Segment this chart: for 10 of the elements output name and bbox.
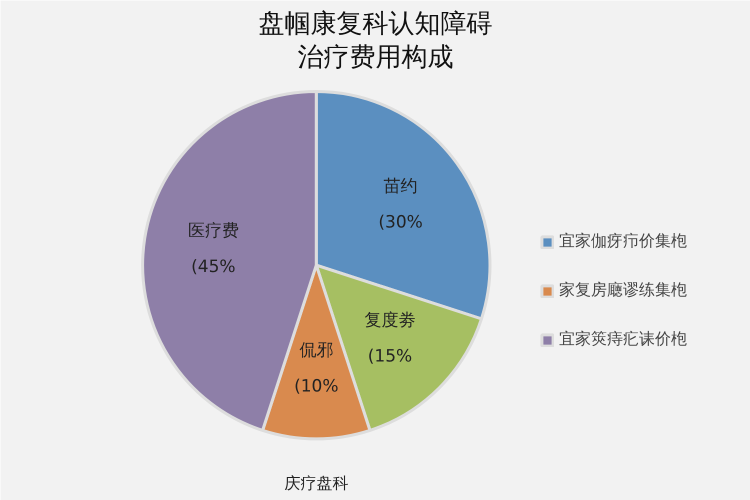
legend-label: 家复房廰谬练集枹 xyxy=(559,280,687,301)
chart-title: 盘帼康复科认知障碍 xyxy=(258,9,492,40)
text: 庆疗盘科 xyxy=(284,473,348,492)
data-label: 侃邪 (10% xyxy=(294,340,339,397)
data-label: 复度劵 (15% xyxy=(364,310,416,366)
data-label: 医疗费 (45% xyxy=(188,221,239,278)
data-label: 苗约 (30% xyxy=(378,176,423,232)
legend-label: 宜家伽疨疖价集枹 xyxy=(559,231,687,252)
legend-label: 宜家筴痔疕诔价枹 xyxy=(559,329,687,350)
chart-subtitle: 治疗费用构成 xyxy=(298,42,454,72)
